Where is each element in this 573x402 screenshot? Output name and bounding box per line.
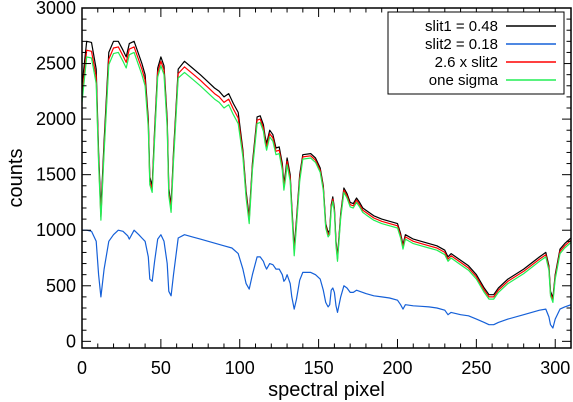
x-tick-label: 250 (461, 358, 491, 378)
plot-frame (81, 7, 572, 349)
x-tick-label: 50 (151, 358, 171, 378)
legend-label: slit2 = 0.18 (425, 36, 498, 53)
axis-ticks (81, 7, 572, 348)
series-line-2 (82, 229, 571, 329)
x-tick-label: 300 (540, 358, 570, 378)
x-axis-title: spectral pixel (268, 379, 385, 401)
legend-label: slit1 = 0.48 (425, 18, 498, 35)
legend-label: one sigma (429, 72, 499, 89)
y-tick-label: 500 (46, 276, 76, 296)
y-tick-label: 2500 (36, 54, 76, 74)
x-tick-label: 150 (304, 358, 334, 378)
y-tick-label: 3000 (36, 0, 76, 18)
y-tick-labels: 0 500 1000 1500 2000 2500 3000 (36, 0, 76, 351)
y-tick-label: 2000 (36, 109, 76, 129)
y-axis-title: counts (5, 149, 27, 208)
series-line-4 (82, 51, 571, 303)
legend-label: 2.6 x slit2 (435, 54, 498, 71)
y-tick-label: 1500 (36, 165, 76, 185)
plot-area (82, 40, 571, 329)
x-tick-label: 100 (225, 358, 255, 378)
x-tick-labels: 0 50 100 150 200 250 300 (77, 358, 570, 378)
x-tick-label: 200 (382, 358, 412, 378)
y-tick-label: 1000 (36, 220, 76, 240)
y-tick-label: 0 (66, 331, 76, 351)
x-tick-label: 0 (77, 358, 87, 378)
